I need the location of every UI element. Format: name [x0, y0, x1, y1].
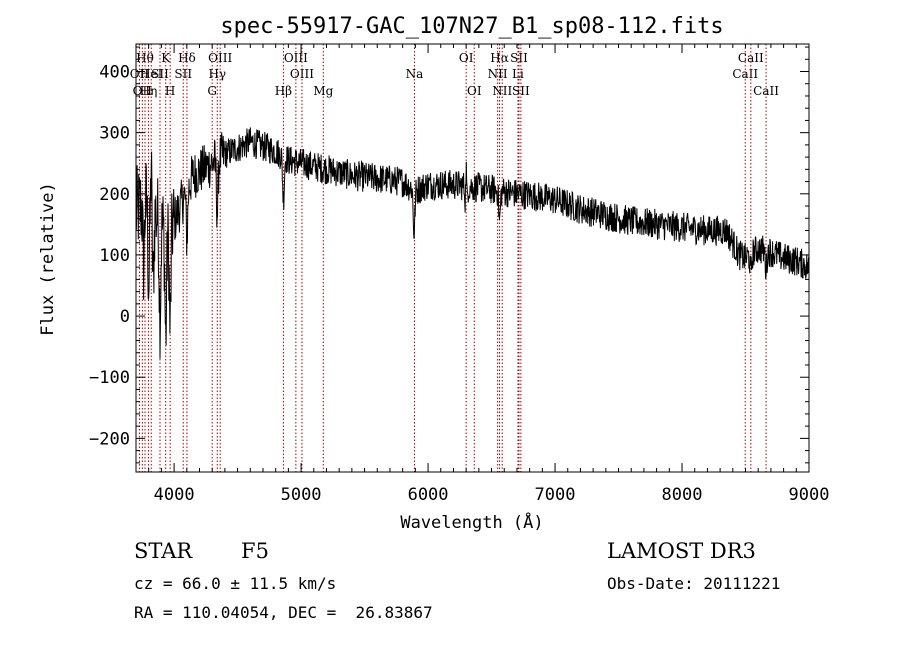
spectrum-chart: spec-55917-GAC_107N27_B1_sp08-112.fits O… — [38, 14, 830, 533]
x-axis-label: Wavelength (Å) — [400, 511, 543, 533]
y-tick-label: 100 — [99, 246, 130, 266]
y-tick-label: −100 — [89, 368, 130, 388]
x-tick-label: 9000 — [789, 485, 830, 505]
y-tick-label: 400 — [99, 63, 130, 83]
object-class: STAR — [134, 539, 193, 563]
line-marker-label: CaII — [732, 67, 758, 81]
line-markers: OIIOIIHθHηHeISIIKHSIIHδGHγOIIIHβOIIIOIII… — [130, 44, 779, 472]
survey-name: LAMOST DR3 — [607, 539, 756, 563]
chart-title: spec-55917-GAC_107N27_B1_sp08-112.fits — [220, 14, 723, 39]
line-marker-label: NII — [488, 67, 508, 81]
x-tick-label: 8000 — [662, 485, 703, 505]
y-axis-label: Flux (relative) — [38, 182, 58, 336]
line-marker-label: SII — [174, 67, 192, 81]
line-marker-label: OI — [459, 51, 474, 65]
axes: 4000 5000 6000 7000 8000 9000 −200 −100 0 100 200 3… — [89, 43, 830, 505]
x-tick-label: 7000 — [535, 485, 576, 505]
line-marker-label: Hα — [490, 51, 509, 65]
spectrum-series — [136, 127, 809, 359]
line-marker-label: Hη — [140, 84, 158, 98]
coordinates-readout: RA = 110.04054, DEC = 26.83867 — [134, 603, 433, 622]
line-marker-label: OII — [133, 84, 153, 98]
y-tick-label: −200 — [89, 429, 130, 449]
line-marker-label: Hδ — [178, 51, 196, 65]
line-marker-label: OIII — [284, 51, 308, 65]
line-marker-label: SII — [512, 84, 530, 98]
line-marker-label: Mg — [313, 84, 333, 98]
line-marker-label: SII — [151, 67, 169, 81]
line-marker-label: OII — [130, 67, 150, 81]
line-marker-label: NII — [492, 84, 512, 98]
y-tick-label: 200 — [99, 185, 130, 205]
line-marker-label: Li — [512, 67, 524, 81]
spectrum-line — [136, 127, 809, 359]
line-marker-label: HeI — [140, 67, 163, 81]
line-marker-label: CaII — [753, 84, 779, 98]
object-subclass: F5 — [241, 539, 269, 563]
line-marker-label: G — [207, 84, 217, 98]
line-marker-label: CaII — [738, 51, 764, 65]
line-marker-label: Na — [406, 67, 424, 81]
line-marker-label: K — [161, 51, 171, 65]
line-marker-label: OIII — [208, 51, 232, 65]
x-tick-label: 5000 — [281, 485, 322, 505]
line-marker-label: OI — [467, 84, 482, 98]
y-tick-label: 300 — [99, 124, 130, 144]
obs-date: Obs-Date: 20111221 — [607, 574, 781, 593]
line-marker-label: OIII — [290, 67, 314, 81]
line-marker-label: Hβ — [275, 84, 292, 98]
x-tick-label: 6000 — [408, 485, 449, 505]
y-tick-label: 0 — [120, 307, 130, 327]
line-marker-label: Hγ — [208, 67, 226, 81]
line-marker-label: H — [165, 84, 175, 98]
x-tick-label: 4000 — [154, 485, 195, 505]
plot-frame — [135, 43, 810, 473]
redshift-readout: cz = 66.0 ± 11.5 km/s — [134, 574, 337, 593]
line-marker-label: SII — [510, 51, 528, 65]
line-marker-label: Hθ — [136, 51, 154, 65]
